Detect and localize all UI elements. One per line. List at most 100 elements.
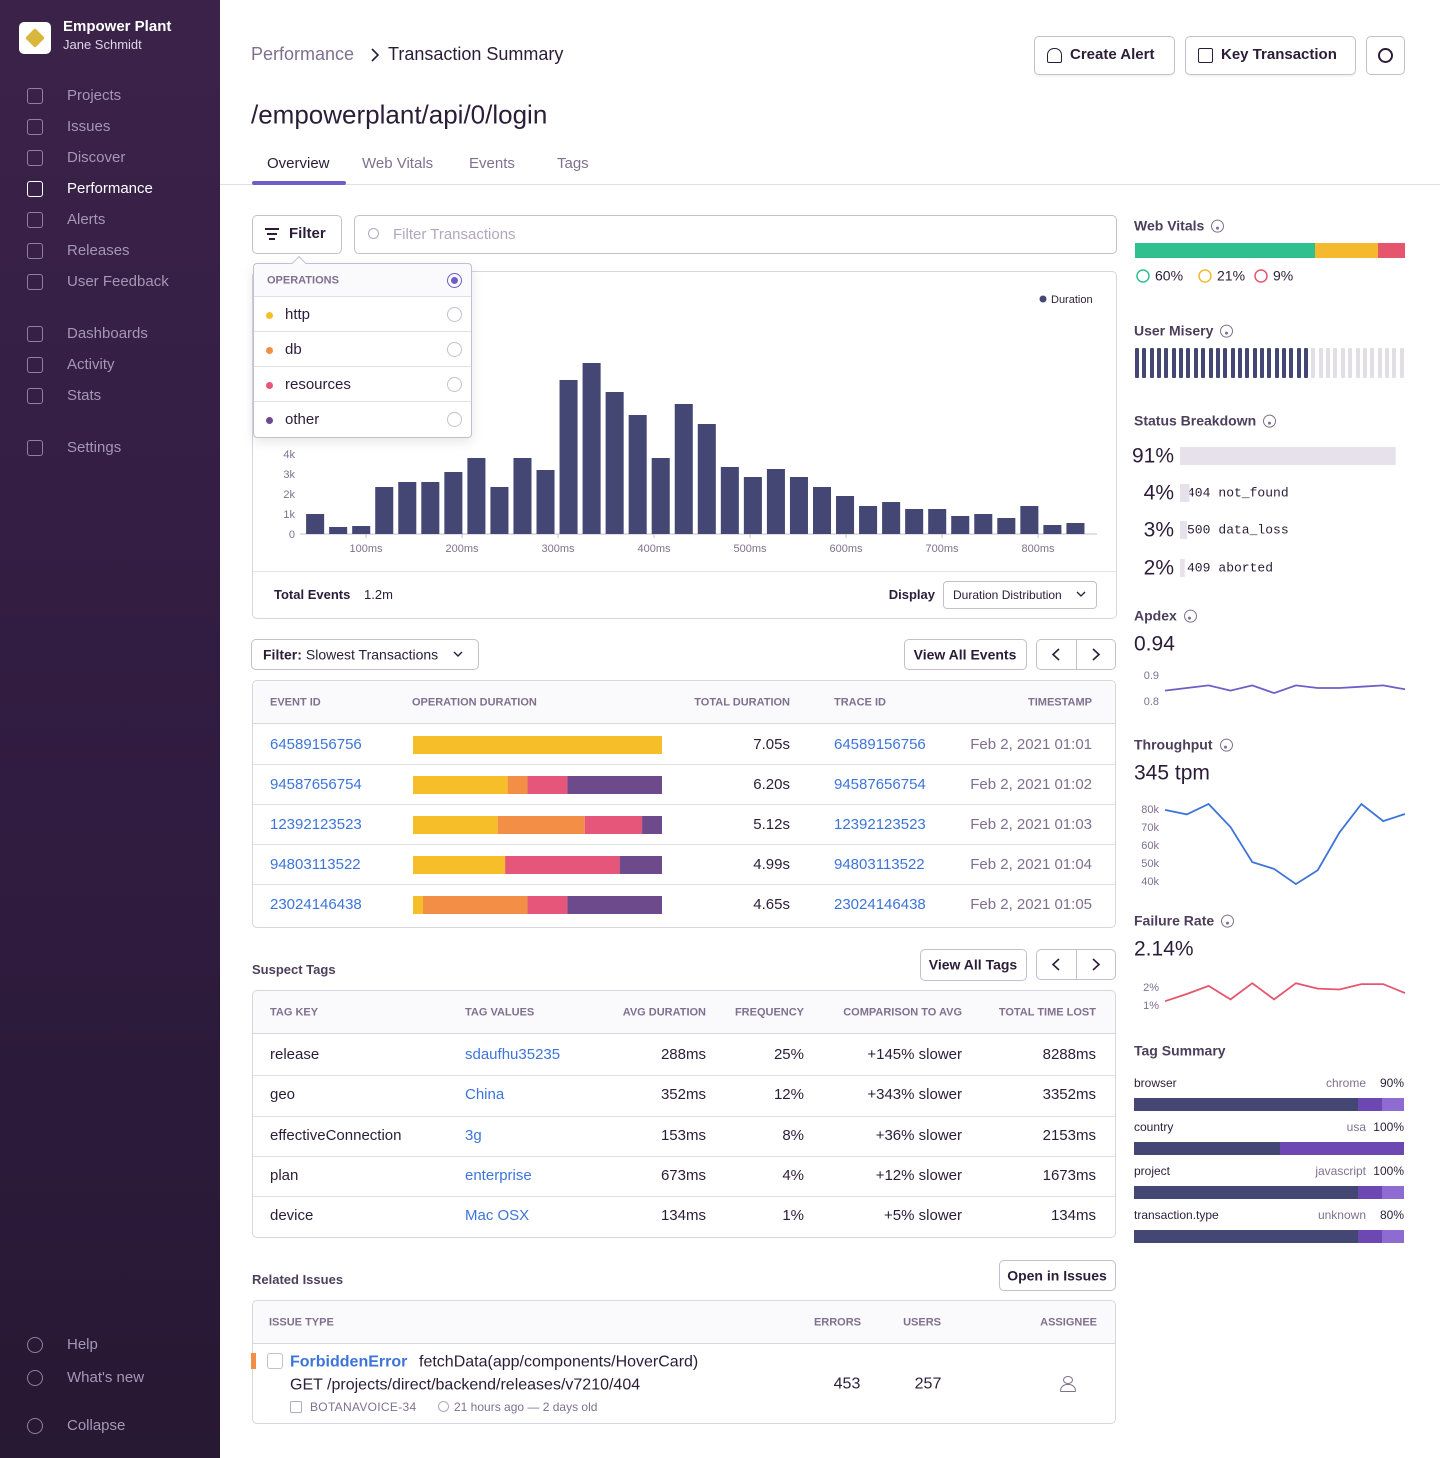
nav-item[interactable]: Discover [67, 149, 125, 167]
status-percent: 4% [1144, 480, 1174, 505]
nav-item[interactable]: User Feedback [67, 273, 169, 291]
web-vitals-label: 21% [1217, 268, 1245, 285]
misery-bar [1319, 348, 1323, 378]
tag-value-link[interactable]: sdaufhu35235 [465, 1046, 560, 1064]
assignee-head[interactable] [1063, 1376, 1073, 1384]
y-tick-label: 0.8 [1144, 696, 1159, 708]
nav-item[interactable]: Stats [67, 387, 101, 405]
misery-bar [1385, 348, 1389, 378]
tag-summary-segment[interactable] [1134, 1098, 1358, 1111]
help-icon[interactable] [1263, 415, 1276, 428]
org-logo[interactable] [19, 22, 51, 54]
trace-id-link[interactable]: 94803113522 [834, 856, 925, 874]
web-vitals-segment [1378, 243, 1405, 258]
dropdown-option[interactable]: other [254, 403, 471, 437]
help-icon[interactable] [1221, 915, 1234, 928]
sparkline [1165, 804, 1405, 884]
tag-cell: release [270, 1046, 319, 1064]
main-divider [220, 184, 1440, 185]
event-id-link[interactable]: 12392123523 [270, 816, 362, 834]
trace-id-link[interactable]: 94587656754 [834, 776, 926, 794]
dropdown-option[interactable]: resources [254, 368, 471, 402]
tag-value-link[interactable]: Mac OSX [465, 1207, 529, 1225]
tag-summary-segment[interactable] [1358, 1186, 1382, 1199]
tag-cell: 134ms [1051, 1207, 1096, 1225]
misery-bar [1297, 348, 1301, 378]
help-icon[interactable] [1184, 610, 1197, 623]
column-header: TAG KEY [270, 1006, 318, 1019]
nav-item[interactable]: Releases [67, 242, 130, 260]
tag-value-link[interactable]: 3g [465, 1127, 482, 1145]
search-placeholder: Filter Transactions [393, 226, 516, 244]
tag-summary-segment[interactable] [1134, 1186, 1358, 1199]
tab[interactable]: Events [469, 155, 515, 173]
nav-item[interactable]: Dashboards [67, 325, 148, 343]
button-label: View All Events [914, 647, 1017, 664]
nav-item[interactable]: Alerts [67, 211, 105, 229]
trace-id-link[interactable]: 23024146438 [834, 896, 926, 914]
option-dot [266, 382, 273, 389]
tag-cell: 1673ms [1043, 1167, 1096, 1185]
radio[interactable] [447, 342, 462, 357]
event-id-link[interactable]: 94803113522 [270, 856, 361, 874]
tag-summary-segment[interactable] [1382, 1230, 1404, 1243]
tag-cell: +12% slower [876, 1167, 962, 1185]
tag-cell: 153ms [661, 1127, 706, 1145]
radio[interactable] [447, 307, 462, 322]
column-header: TOTAL DURATION [694, 696, 790, 709]
timestamp: Feb 2, 2021 01:01 [970, 736, 1092, 754]
row-divider [253, 764, 1115, 765]
radio[interactable] [447, 377, 462, 392]
logo-mark [25, 28, 45, 48]
tab[interactable]: Overview [267, 155, 330, 173]
issue-short-id: BOTANAVOICE-34 [310, 1400, 416, 1414]
nav-footer-item[interactable]: Collapse [67, 1417, 125, 1435]
dropdown-option[interactable]: db [254, 333, 471, 367]
column-header: ISSUE TYPE [269, 1316, 334, 1329]
tag-summary-segment[interactable] [1134, 1230, 1358, 1243]
metric-value: 0.94 [1134, 631, 1175, 656]
tag-summary-key: project [1134, 1164, 1170, 1178]
breadcrumb-link[interactable]: Performance [251, 44, 354, 66]
event-id-link[interactable]: 94587656754 [270, 776, 362, 794]
help-icon[interactable] [1211, 220, 1224, 233]
issue-title-link[interactable]: ForbiddenError [290, 1352, 407, 1371]
nav-item[interactable]: Activity [67, 356, 115, 374]
tag-summary-segment[interactable] [1134, 1142, 1280, 1155]
nav-item[interactable]: Performance [67, 180, 153, 198]
filter-icon-line [267, 233, 277, 235]
misery-bar [1194, 348, 1198, 378]
nav-item[interactable]: Issues [67, 118, 110, 136]
trace-id-link[interactable]: 64589156756 [834, 736, 926, 754]
tag-summary-segment[interactable] [1382, 1098, 1404, 1111]
tag-value-link[interactable]: China [465, 1086, 504, 1104]
tag-summary-segment[interactable] [1280, 1142, 1404, 1155]
issue-checkbox[interactable] [267, 1353, 283, 1369]
help-icon[interactable] [1220, 739, 1233, 752]
tag-value-link[interactable]: enterprise [465, 1167, 532, 1185]
button-icon [1198, 48, 1213, 63]
event-id-link[interactable]: 23024146438 [270, 896, 362, 914]
trace-id-link[interactable]: 12392123523 [834, 816, 926, 834]
nav-item[interactable]: Projects [67, 87, 121, 105]
help-icon[interactable] [1220, 325, 1233, 338]
nav-footer-item[interactable]: What's new [67, 1369, 144, 1387]
issue-culprit: fetchData(app/components/HoverCard) [419, 1352, 698, 1371]
nav-footer-item[interactable]: Help [67, 1336, 98, 1354]
radio[interactable] [447, 412, 462, 427]
web-vitals-icon [1137, 270, 1149, 282]
action-button-label: Create Alert [1070, 46, 1154, 64]
nav-icon [27, 181, 43, 197]
tag-summary-segment[interactable] [1358, 1098, 1382, 1111]
status-percent: 3% [1144, 517, 1174, 542]
tab[interactable]: Tags [557, 155, 589, 173]
tag-summary-segment[interactable] [1382, 1186, 1404, 1199]
event-id-link[interactable]: 64589156756 [270, 736, 362, 754]
tab[interactable]: Web Vitals [362, 155, 433, 173]
column-header: USERS [903, 1316, 941, 1329]
dropdown-option[interactable]: http [254, 298, 471, 332]
nav-item[interactable]: Settings [67, 439, 121, 457]
tag-summary-segment[interactable] [1358, 1230, 1382, 1243]
status-label: 500data_loss [1187, 522, 1289, 539]
tag-cell: +145% slower [867, 1046, 962, 1064]
